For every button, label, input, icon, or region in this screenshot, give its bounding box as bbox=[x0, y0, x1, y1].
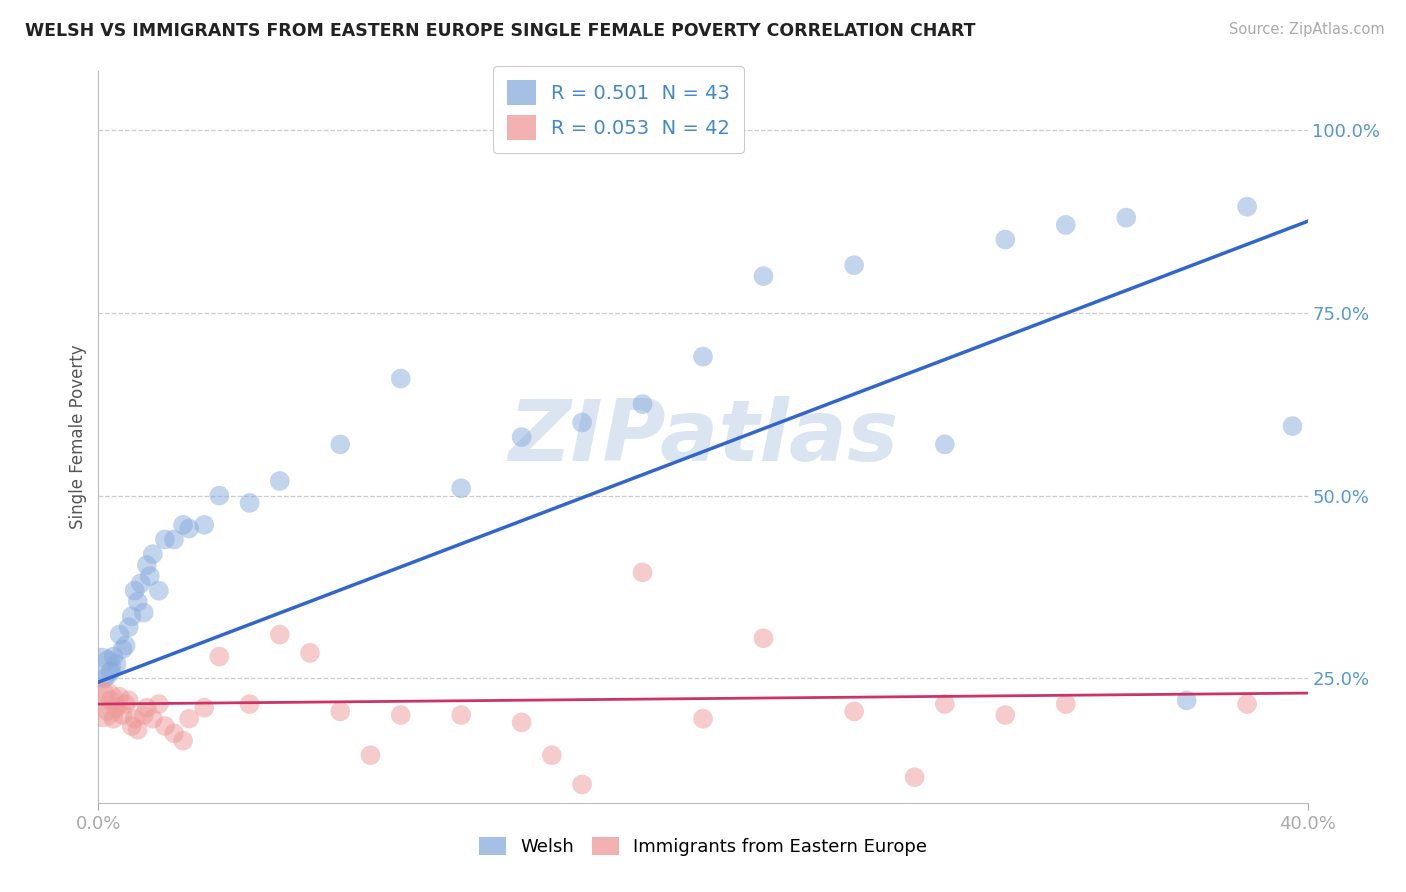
Point bbox=[100, 693, 122, 707]
Point bbox=[360, 748, 382, 763]
Point bbox=[179, 521, 201, 535]
Point bbox=[844, 705, 866, 719]
Point bbox=[103, 649, 125, 664]
Point bbox=[1236, 200, 1258, 214]
Point bbox=[329, 437, 352, 451]
Point bbox=[124, 583, 146, 598]
Point bbox=[100, 664, 122, 678]
Point bbox=[121, 609, 143, 624]
Point bbox=[1054, 697, 1077, 711]
Point bbox=[389, 708, 412, 723]
Point bbox=[450, 708, 472, 723]
Text: ZIPatlas: ZIPatlas bbox=[508, 395, 898, 479]
Point bbox=[90, 660, 112, 674]
Point bbox=[96, 705, 118, 719]
Point bbox=[269, 627, 291, 641]
Point bbox=[142, 547, 165, 561]
Point bbox=[111, 708, 134, 723]
Point bbox=[93, 686, 115, 700]
Point bbox=[994, 233, 1017, 247]
Point bbox=[163, 533, 186, 547]
Point bbox=[135, 558, 157, 573]
Point bbox=[934, 697, 956, 711]
Point bbox=[172, 517, 194, 532]
Point bbox=[239, 496, 262, 510]
Point bbox=[153, 533, 176, 547]
Point bbox=[752, 632, 775, 646]
Point bbox=[179, 712, 201, 726]
Point bbox=[571, 416, 593, 430]
Point bbox=[844, 258, 866, 272]
Point bbox=[148, 583, 170, 598]
Point bbox=[269, 474, 291, 488]
Point bbox=[96, 653, 118, 667]
Point bbox=[124, 712, 146, 726]
Point bbox=[934, 437, 956, 451]
Point bbox=[631, 566, 654, 580]
Point bbox=[239, 697, 262, 711]
Point bbox=[450, 481, 472, 495]
Point bbox=[129, 576, 152, 591]
Point bbox=[127, 594, 149, 608]
Point bbox=[90, 697, 112, 711]
Point bbox=[111, 642, 134, 657]
Point bbox=[994, 708, 1017, 723]
Point bbox=[193, 700, 215, 714]
Point bbox=[510, 430, 533, 444]
Point bbox=[208, 649, 231, 664]
Point bbox=[153, 719, 176, 733]
Point bbox=[299, 646, 322, 660]
Point bbox=[135, 700, 157, 714]
Y-axis label: Single Female Poverty: Single Female Poverty bbox=[69, 345, 87, 529]
Point bbox=[93, 672, 115, 686]
Point bbox=[172, 733, 194, 747]
Point bbox=[540, 748, 562, 763]
Point bbox=[118, 620, 141, 634]
Point bbox=[571, 778, 593, 792]
Point bbox=[752, 269, 775, 284]
Point bbox=[105, 700, 128, 714]
Point bbox=[1175, 693, 1198, 707]
Legend: Welsh, Immigrants from Eastern Europe: Welsh, Immigrants from Eastern Europe bbox=[471, 830, 935, 863]
Point bbox=[692, 712, 714, 726]
Text: Source: ZipAtlas.com: Source: ZipAtlas.com bbox=[1229, 22, 1385, 37]
Point bbox=[631, 397, 654, 411]
Point bbox=[1054, 218, 1077, 232]
Point bbox=[1236, 697, 1258, 711]
Point bbox=[510, 715, 533, 730]
Point bbox=[132, 708, 155, 723]
Point bbox=[114, 639, 136, 653]
Point bbox=[114, 697, 136, 711]
Point bbox=[132, 606, 155, 620]
Point bbox=[108, 627, 131, 641]
Point bbox=[904, 770, 927, 784]
Point bbox=[103, 712, 125, 726]
Point bbox=[692, 350, 714, 364]
Point bbox=[389, 371, 412, 385]
Point bbox=[105, 657, 128, 671]
Point bbox=[1281, 419, 1303, 434]
Point bbox=[139, 569, 162, 583]
Point bbox=[163, 726, 186, 740]
Point bbox=[127, 723, 149, 737]
Point bbox=[108, 690, 131, 704]
Point bbox=[208, 489, 231, 503]
Point bbox=[121, 719, 143, 733]
Point bbox=[1115, 211, 1137, 225]
Text: WELSH VS IMMIGRANTS FROM EASTERN EUROPE SINGLE FEMALE POVERTY CORRELATION CHART: WELSH VS IMMIGRANTS FROM EASTERN EUROPE … bbox=[25, 22, 976, 40]
Point bbox=[118, 693, 141, 707]
Point bbox=[329, 705, 352, 719]
Point bbox=[193, 517, 215, 532]
Point bbox=[142, 712, 165, 726]
Point bbox=[148, 697, 170, 711]
